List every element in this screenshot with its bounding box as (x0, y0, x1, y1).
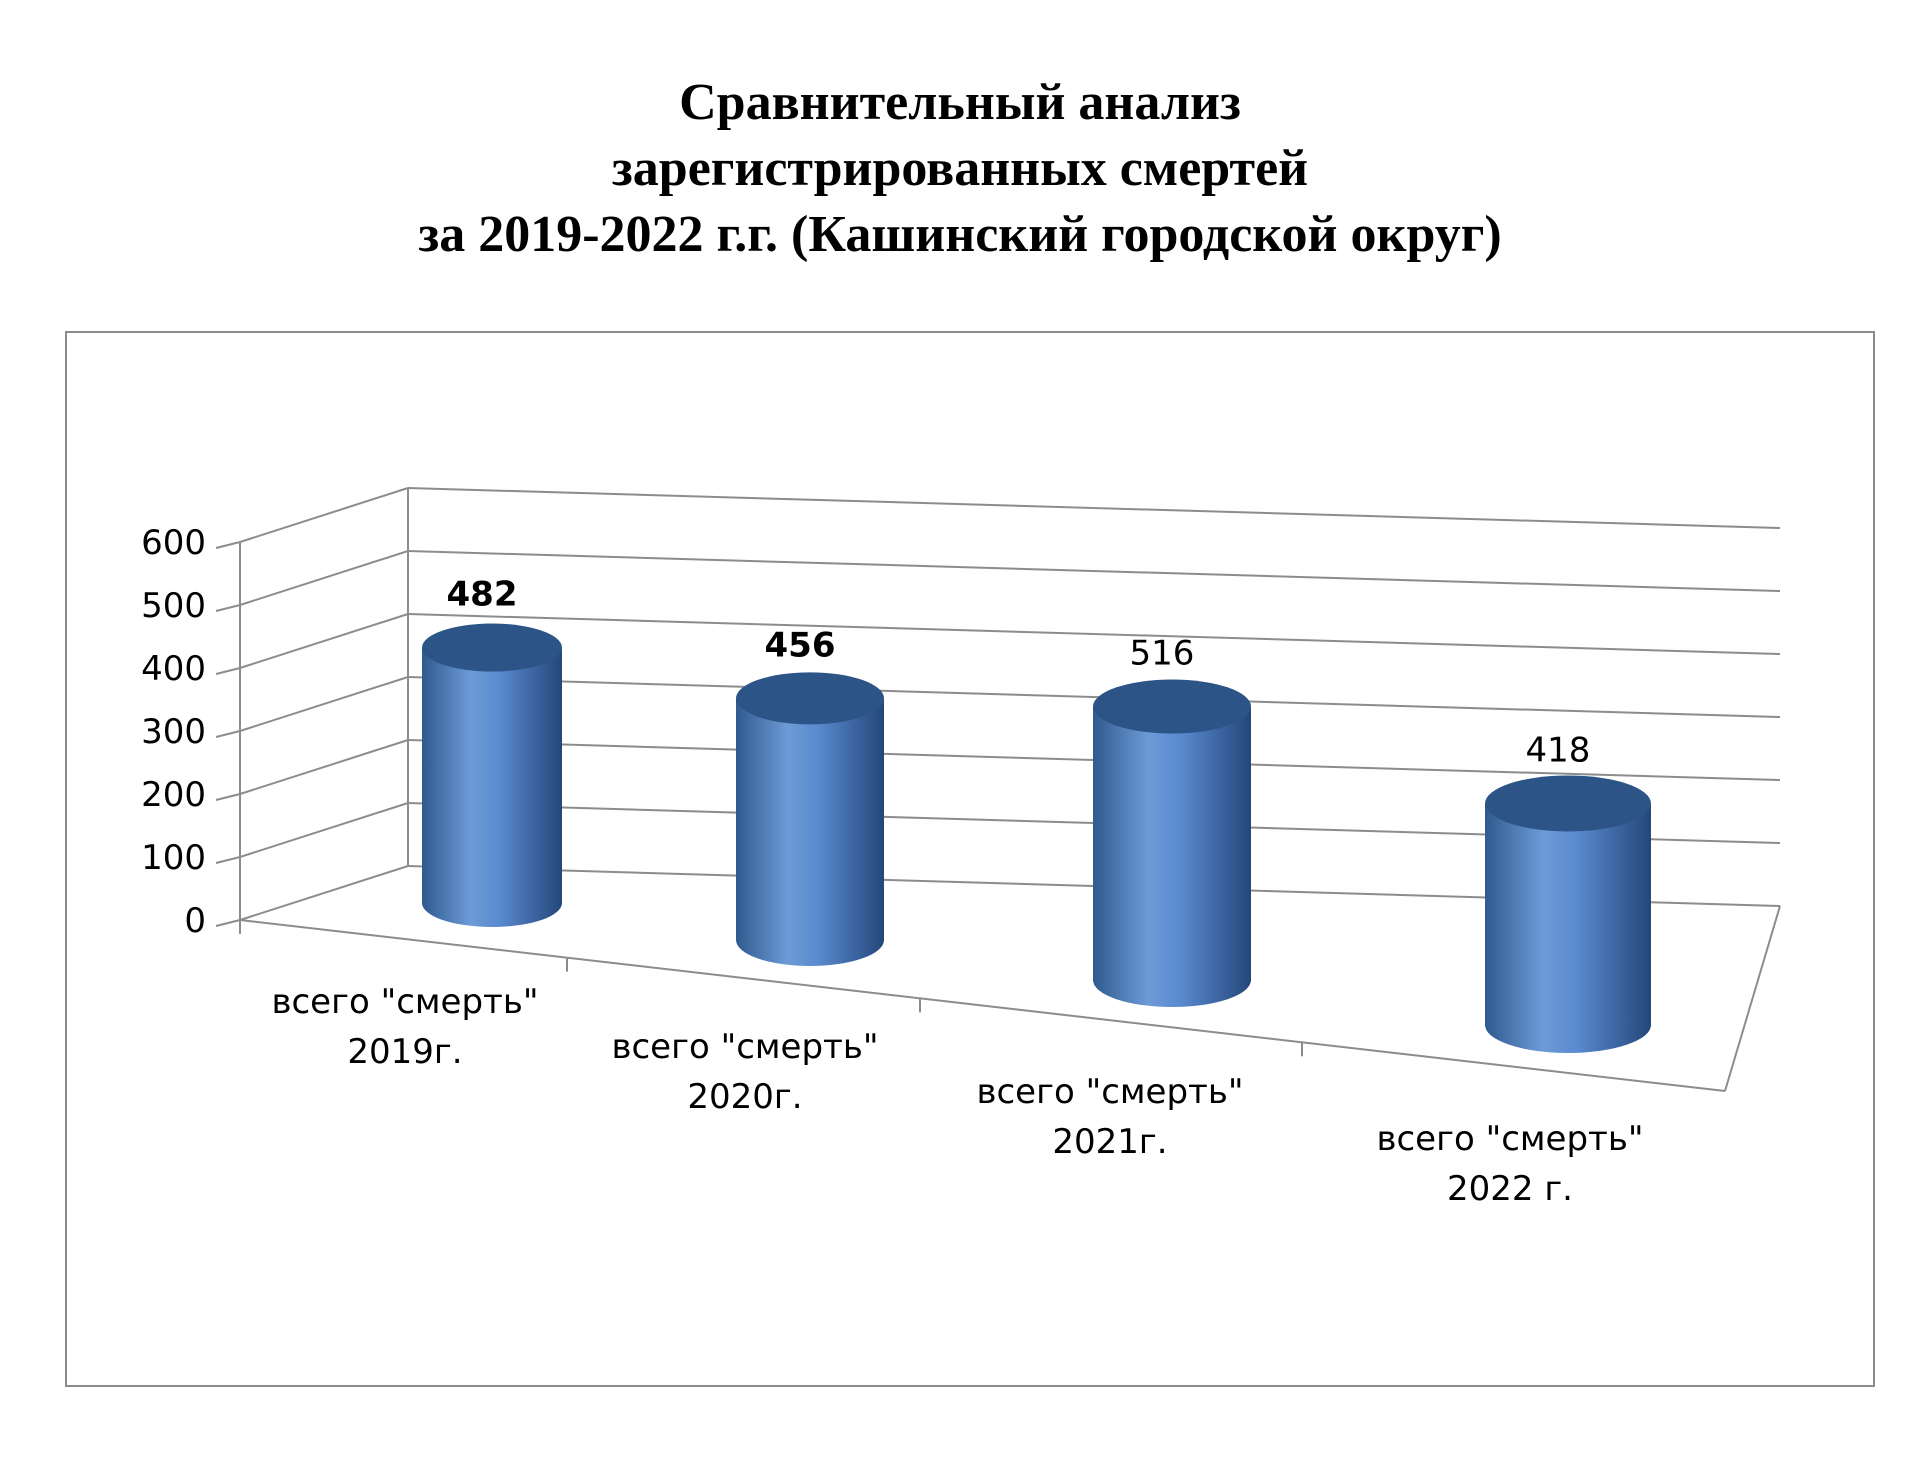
x-tick-label: 2019г. (347, 1032, 462, 1072)
side-gridline (239, 550, 409, 606)
x-tick-label: 2022 г. (1447, 1169, 1573, 1209)
y-tick-mark (215, 541, 241, 549)
y-tick-label: 0 (184, 901, 206, 941)
data-label: 456 (765, 625, 836, 665)
chart-frame (65, 331, 1875, 1387)
y-tick-mark (215, 793, 241, 801)
bar-body (422, 647, 562, 927)
chart-title: Сравнительный анализ зарегистрированных … (0, 70, 1920, 268)
y-tick-mark (215, 856, 241, 864)
side-gridline (239, 613, 409, 669)
data-label: 516 (1130, 634, 1195, 674)
x-tick-label: всего "смерть" (271, 982, 538, 1022)
y-tick-mark (215, 604, 241, 612)
side-gridline (239, 802, 409, 858)
bar-4 (1485, 775, 1651, 1053)
bar-top (1093, 679, 1251, 734)
floor-front-edge (239, 919, 1726, 1092)
side-gridline (239, 865, 409, 921)
y-tick-mark (215, 667, 241, 675)
chart-title-line-1: Сравнительный анализ (679, 74, 1241, 131)
y-tick-label: 200 (141, 775, 206, 815)
y-tick-label: 500 (141, 586, 206, 626)
floor-right-edge (1724, 905, 1781, 1092)
x-tick-label: 2020г. (687, 1077, 802, 1117)
x-tick-label: всего "смерть" (611, 1027, 878, 1067)
chart-title-line-3: за 2019-2022 г.г. (Кашинский городской о… (418, 206, 1502, 263)
y-tick-label: 400 (141, 649, 206, 689)
back-gridline (407, 613, 1781, 655)
bar-1 (422, 623, 562, 927)
y-tick-mark (215, 919, 241, 927)
bar-top (736, 672, 884, 725)
y-tick-label: 600 (141, 523, 206, 563)
side-gridline (239, 676, 409, 732)
back-gridline (407, 487, 1781, 529)
back-gridline (407, 550, 1781, 592)
y-tick-label: 300 (141, 712, 206, 752)
x-tick-label: всего "смерть" (976, 1072, 1243, 1112)
x-tick-label: 2021г. (1052, 1122, 1167, 1162)
x-tick-label: всего "смерть" (1376, 1119, 1643, 1159)
data-label: 418 (1526, 730, 1591, 770)
bar-top (422, 623, 562, 672)
chart-title-line-2: зарегистрированных смертей (611, 140, 1309, 197)
bar-body (1093, 706, 1251, 1007)
back-gridline (407, 676, 1781, 718)
y-tick-mark (215, 730, 241, 738)
bar-2 (736, 672, 884, 966)
bar-body (736, 698, 884, 966)
bar-body (1485, 803, 1651, 1053)
bar-top (1485, 775, 1651, 832)
bar-3 (1093, 679, 1251, 1007)
side-gridline (239, 487, 409, 543)
data-label: 482 (447, 575, 518, 615)
side-gridline (239, 739, 409, 795)
y-tick-label: 100 (141, 838, 206, 878)
